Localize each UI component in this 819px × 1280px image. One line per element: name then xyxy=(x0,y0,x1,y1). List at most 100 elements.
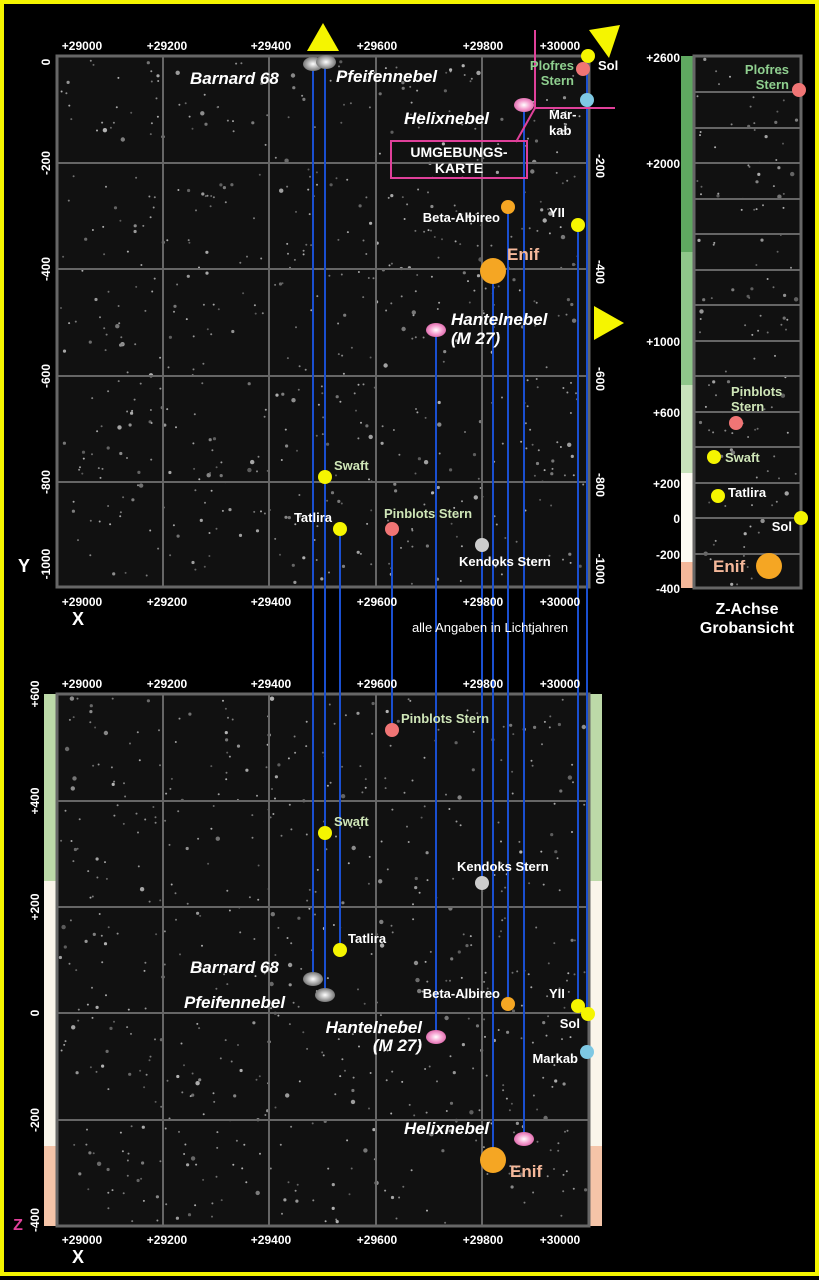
background-star xyxy=(126,371,129,374)
background-star xyxy=(294,1189,297,1192)
background-star xyxy=(762,204,764,207)
xy-enif-star[interactable] xyxy=(480,258,506,284)
xz-tatlira-star[interactable] xyxy=(333,943,347,957)
xy-markab-star[interactable] xyxy=(580,93,594,107)
background-star xyxy=(379,1014,382,1017)
background-star xyxy=(150,422,153,424)
xz-zone-green-right xyxy=(589,694,602,881)
background-star xyxy=(553,1064,556,1067)
background-star xyxy=(751,333,754,336)
xy-beta-star[interactable] xyxy=(501,200,515,214)
background-star xyxy=(444,1221,447,1224)
background-star xyxy=(264,1114,267,1116)
xz-barnard-nebula[interactable] xyxy=(303,972,323,986)
z-swaft-star[interactable] xyxy=(707,450,721,464)
xy-tatlira-star[interactable] xyxy=(333,522,347,536)
xz-enif-star[interactable] xyxy=(480,1147,506,1173)
background-star xyxy=(776,110,779,113)
xy-pinblots-star[interactable] xyxy=(385,522,399,536)
background-star xyxy=(470,944,473,947)
background-star xyxy=(117,305,120,307)
xz-zone-green-left xyxy=(44,694,57,881)
background-star xyxy=(411,337,414,340)
xy-kendoks-star[interactable] xyxy=(475,538,489,552)
xz-z-tick-2: +400 xyxy=(28,787,42,814)
xz-pfeife-nebula[interactable] xyxy=(315,988,335,1002)
xy-x-axis-letter: X xyxy=(72,609,84,629)
background-star xyxy=(383,1050,386,1052)
background-star xyxy=(526,379,529,382)
background-star xyxy=(317,403,320,406)
background-star xyxy=(369,356,372,359)
background-star xyxy=(573,175,576,178)
background-star xyxy=(296,449,298,452)
background-star xyxy=(148,1059,151,1062)
xz-markab-star[interactable] xyxy=(580,1045,594,1059)
background-star xyxy=(101,121,104,124)
background-star xyxy=(752,96,755,99)
xz-yii-star[interactable] xyxy=(571,999,585,1013)
background-star xyxy=(763,408,766,411)
z-enif-star[interactable] xyxy=(756,553,782,579)
background-star xyxy=(368,855,371,858)
background-star xyxy=(159,764,161,767)
z-plofres-star[interactable] xyxy=(792,83,806,97)
background-star xyxy=(253,938,256,940)
xy-yii-star[interactable] xyxy=(571,218,585,232)
xz-hantel-nebula[interactable] xyxy=(426,1030,446,1044)
background-star xyxy=(264,408,267,411)
background-star xyxy=(224,201,227,204)
background-star xyxy=(461,64,465,68)
background-star xyxy=(170,883,173,886)
background-star xyxy=(302,253,305,256)
background-star xyxy=(149,1055,152,1058)
xy-helix-nebula[interactable] xyxy=(514,98,534,112)
z-tatlira-star[interactable] xyxy=(711,489,725,503)
background-star xyxy=(241,1167,244,1170)
background-star xyxy=(385,309,388,312)
background-star xyxy=(402,1185,405,1188)
xz-kendoks-star[interactable] xyxy=(475,876,489,890)
background-star xyxy=(130,1125,133,1128)
background-star xyxy=(92,764,95,767)
background-star xyxy=(562,558,564,561)
xy-y-tick-left-4: -600 xyxy=(39,364,53,388)
xz-beta-star[interactable] xyxy=(501,997,515,1011)
xy-sol-star[interactable] xyxy=(581,49,595,63)
xz-zone-white-left xyxy=(44,881,57,1146)
background-star xyxy=(339,400,342,403)
background-star xyxy=(116,804,119,807)
background-star xyxy=(274,537,277,540)
background-star xyxy=(390,1112,393,1115)
background-star xyxy=(154,816,157,819)
background-star xyxy=(210,195,213,197)
xy-pfeife-nebula[interactable] xyxy=(316,55,336,69)
background-star xyxy=(60,839,63,842)
background-star xyxy=(483,980,486,983)
background-star xyxy=(455,210,458,213)
xy-hantel-nebula[interactable] xyxy=(426,323,446,337)
background-star xyxy=(535,378,538,380)
xy-objects: Barnard 68 Pfeifennebel Sol Plofres Ster… xyxy=(190,49,618,569)
background-star xyxy=(247,382,251,386)
background-star xyxy=(449,1101,454,1105)
background-star xyxy=(120,336,123,339)
background-star xyxy=(415,408,417,410)
z-sol-star[interactable] xyxy=(794,511,808,525)
background-star xyxy=(148,195,151,198)
xy-plofres-star[interactable] xyxy=(576,62,590,76)
xz-helix-nebula[interactable] xyxy=(514,1132,534,1146)
background-star xyxy=(335,1220,339,1224)
xz-pinblots-star[interactable] xyxy=(385,723,399,737)
background-star xyxy=(743,546,746,548)
background-star xyxy=(293,258,296,261)
z-tick-4: +600 xyxy=(653,406,680,420)
background-star xyxy=(755,264,758,266)
xy-swaft-star[interactable] xyxy=(318,470,332,484)
xz-sol-star[interactable] xyxy=(581,1007,595,1021)
background-star xyxy=(460,545,463,548)
background-star xyxy=(405,122,408,125)
z-pinblots-star[interactable] xyxy=(729,416,743,430)
xz-swaft-star[interactable] xyxy=(318,826,332,840)
background-star xyxy=(400,1020,404,1024)
